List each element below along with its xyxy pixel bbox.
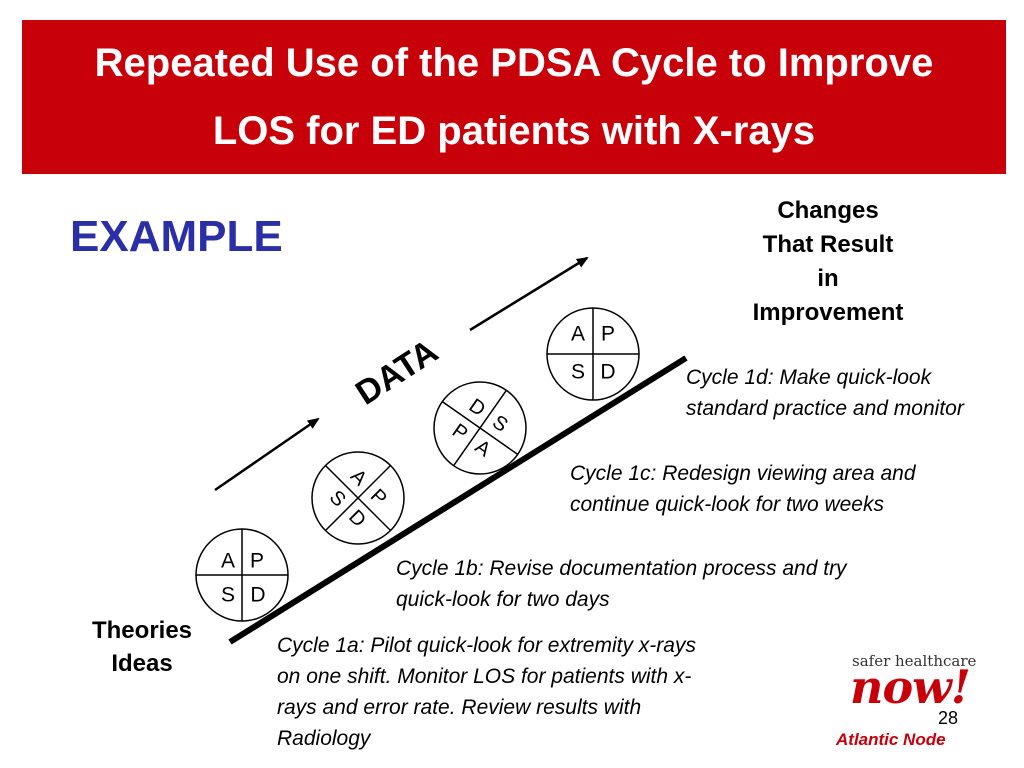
cycle-1c-line-1: Cycle 1c: Redesign viewing area and — [570, 462, 916, 485]
wheel-1-study: S — [221, 584, 235, 607]
cycle-1c-text: Cycle 1c: Redesign viewing area and cont… — [570, 458, 916, 520]
wheel-4-study: S — [571, 361, 585, 384]
wheel-1-plan: P — [250, 550, 264, 573]
logo-tagline: safer healthcare — [852, 652, 977, 670]
data-label: DATA — [349, 332, 445, 413]
cycle-1a-text: Cycle 1a: Pilot quick-look for extremity… — [277, 630, 696, 754]
logo-now-wordmark: now! — [850, 660, 971, 714]
cycle-1a-line-2: on one shift. Monitor LOS for patients w… — [277, 665, 692, 688]
slide-number: 28 — [938, 708, 959, 728]
cycle-1b-text: Cycle 1b: Revise documentation process a… — [396, 553, 847, 615]
pdsa-wheel-1: A P S D — [195, 528, 289, 622]
theories-label: Theories Ideas — [68, 614, 216, 680]
wheel-4-act: A — [571, 323, 585, 346]
changes-line-4: Improvement — [752, 299, 904, 326]
wheel-1-do: D — [250, 584, 265, 607]
title-line-2: LOS for ED patients with X-rays — [212, 109, 816, 153]
wheel-1-act: A — [221, 550, 235, 573]
wheel-3-v-divider — [453, 389, 507, 467]
theories-line-1: Theories — [91, 617, 193, 644]
cycle-1d-line-2: standard practice and monitor — [686, 397, 964, 420]
cycle-1b-line-2: quick-look for two days — [396, 588, 610, 611]
cycle-1b-line-1: Cycle 1b: Revise documentation process a… — [396, 557, 847, 580]
lower-arrow — [214, 417, 320, 492]
cycle-1c-line-2: continue quick-look for two weeks — [570, 493, 884, 516]
cycle-1a-line-3: rays and error rate. Review results with — [277, 696, 642, 719]
cycle-1a-line-4: Radiology — [277, 727, 371, 750]
example-label: EXAMPLE — [70, 212, 283, 261]
changes-line-2: That Result — [762, 231, 894, 258]
wheel-2-v-divider — [324, 464, 392, 532]
atlantic-node-label: Atlantic Node — [836, 730, 946, 749]
changes-line-1: Changes — [777, 197, 879, 224]
wheel-4-plan: P — [601, 323, 615, 346]
title-banner: Repeated Use of the PDSA Cycle to Improv… — [22, 20, 1006, 174]
title-line-1: Repeated Use of the PDSA Cycle to Improv… — [94, 41, 934, 85]
theories-line-2: Ideas — [111, 650, 173, 677]
changes-line-3: in — [817, 265, 839, 292]
cycle-1a-line-1: Cycle 1a: Pilot quick-look for extremity… — [277, 634, 696, 657]
ramp-line — [228, 355, 688, 645]
pdsa-wheel-3: D S P A — [433, 381, 527, 475]
pdsa-wheel-4: A P S D — [546, 307, 640, 401]
changes-label: Changes That Result in Improvement — [730, 194, 926, 330]
cycle-1d-line-1: Cycle 1d: Make quick-look — [686, 366, 932, 389]
cycle-1d-text: Cycle 1d: Make quick-look standard pract… — [686, 362, 964, 424]
pdsa-wheel-2: A P S D — [311, 451, 405, 545]
upper-arrow — [469, 256, 589, 332]
wheel-4-do: D — [600, 361, 615, 384]
